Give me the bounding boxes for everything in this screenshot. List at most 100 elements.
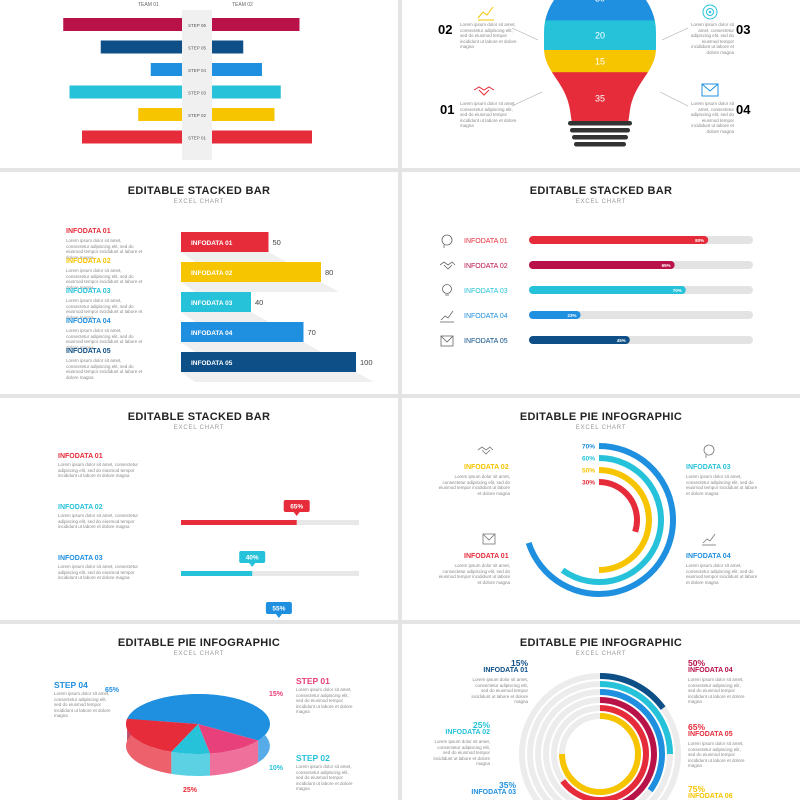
legend-label: INFODATA 05 xyxy=(66,348,111,355)
ring-percent: 35% xyxy=(498,780,516,790)
ring-text: Lorem ipsum dolor sit amet, consectetur … xyxy=(471,677,528,704)
bar-shadow xyxy=(181,282,339,292)
callout-03-number: 03 xyxy=(736,22,751,37)
legend-text: Lorem ipsum dolor sit amet, consectetur … xyxy=(66,298,143,320)
bar-fill xyxy=(529,336,630,344)
radial-arc xyxy=(598,467,652,573)
legend-label: INFODATA 02 xyxy=(66,258,111,265)
pie-slice xyxy=(198,724,259,754)
callout-text: Lorem ipsum dolor sit amet, consectetur … xyxy=(686,563,758,585)
bulb-band-value: 30 xyxy=(595,0,605,4)
slide-title: EDITABLE PIE INFOGRAPHIC xyxy=(117,637,281,649)
team-01-bar xyxy=(63,18,182,31)
team-02-bar xyxy=(212,40,244,54)
step-04-label: STEP 04 xyxy=(54,680,88,690)
slide-subtitle: EXCEL CHART xyxy=(575,651,627,657)
bar-category: INFODATA 03 xyxy=(464,288,508,295)
slide-title: EDITABLE STACKED BAR xyxy=(529,185,673,197)
slider-track xyxy=(181,571,359,576)
callout-02-text: Lorem ipsum dolor sit amet, consectetur … xyxy=(460,22,517,49)
bar-fill xyxy=(529,261,675,269)
ring-arc xyxy=(599,681,673,755)
bar-label: INFODATA 04 xyxy=(191,330,233,337)
legend-text: Lorem ipsum dolor sit amet, consectetur … xyxy=(66,358,143,380)
slide-title: EDITABLE STACKED BAR xyxy=(127,185,271,197)
step-02-label: STEP 02 xyxy=(296,753,330,763)
pie-percent: 25% xyxy=(183,787,198,794)
ring-label: INFODATA 05 xyxy=(688,731,733,738)
ring-percent: 50% xyxy=(688,658,706,668)
bar-percent: 23% xyxy=(568,313,577,318)
center-spine xyxy=(182,10,212,160)
slide-subtitle: EXCEL CHART xyxy=(173,199,225,205)
head-idea-icon xyxy=(441,234,453,248)
radial-arc xyxy=(598,479,640,533)
step-label: STEP 03 xyxy=(188,91,206,96)
bar-percent: 45% xyxy=(617,338,626,343)
slider-tag-pointer xyxy=(249,563,256,567)
bar-label: INFODATA 01 xyxy=(191,240,233,247)
ring-arc xyxy=(560,705,649,800)
ring-label: INFODATA 02 xyxy=(445,729,490,736)
slide-subtitle: EXCEL CHART xyxy=(575,199,627,205)
radial-arc xyxy=(525,443,676,597)
rings-chart xyxy=(519,673,681,800)
pie-slice xyxy=(171,724,210,754)
progress-bars: INFODATA 01 80% INFODATA 02 65% INFODATA 03 7… xyxy=(439,234,753,347)
callout-infodata-01: INFODATA 01 xyxy=(464,553,509,560)
legend-text: Lorem ipsum dolor sit amet, consectetur … xyxy=(66,328,143,350)
connector-line xyxy=(659,91,689,107)
slide-subtitle: EXCEL CHART xyxy=(173,425,225,431)
pie-infographic-slide-2: EDITABLE PIE INFOGRAPHIC EXCEL CHART 65%… xyxy=(0,624,398,800)
ring-label: INFODATA 01 xyxy=(483,667,528,674)
pie-percent: 65% xyxy=(105,687,120,694)
bar xyxy=(181,262,321,282)
pie-slice xyxy=(127,694,270,741)
callout-01-text: Lorem ipsum dolor sit amet, consectetur … xyxy=(460,101,517,128)
pie-3d-chart: 65% 15% 10% 25% xyxy=(105,687,284,794)
legend-label: INFODATA 03 xyxy=(58,555,103,562)
bar xyxy=(181,322,304,342)
bar-category: INFODATA 05 xyxy=(464,338,508,345)
team-01-bar xyxy=(100,40,182,54)
stacked-bar-slide-2: EDITABLE STACKED BAR EXCEL CHART INFODAT… xyxy=(402,172,800,394)
callout-03-text: Lorem ipsum dolor sit amet, consectetur … xyxy=(690,22,734,55)
callout-infodata-02: INFODATA 02 xyxy=(464,464,509,471)
team-01-label: TEAM 01 xyxy=(138,2,159,8)
bulb-base xyxy=(570,128,630,133)
step-label: STEP 02 xyxy=(188,113,206,118)
team-01-bar xyxy=(150,63,182,76)
ring-percent: 25% xyxy=(472,720,490,730)
slider-value: 55% xyxy=(272,606,285,613)
envelope-icon xyxy=(701,83,719,97)
pie-slice xyxy=(126,718,198,752)
pie-infographic-slide-3: EDITABLE PIE INFOGRAPHIC EXCEL CHART 15%… xyxy=(402,624,800,800)
chart-growth-icon xyxy=(477,6,494,21)
ring-label: INFODATA 03 xyxy=(471,789,516,796)
bar-category: INFODATA 02 xyxy=(464,263,508,270)
ring-label: INFODATA 04 xyxy=(688,667,733,674)
ring-arc xyxy=(559,713,641,795)
step-02-text: Lorem ipsum dolor sit amet, consectetur … xyxy=(296,764,353,791)
step-label: STEP 05 xyxy=(188,46,206,51)
slider-bars: 65% 40% 55% xyxy=(181,500,359,618)
slider-tag xyxy=(283,500,310,512)
ring-arc xyxy=(599,689,665,793)
bar-label: INFODATA 03 xyxy=(191,300,233,307)
bar-percent: 70% xyxy=(673,288,682,293)
legend-text: Lorem ipsum dolor sit amet, consectetur … xyxy=(58,513,139,529)
envelope-icon xyxy=(440,335,454,347)
bulb-band xyxy=(544,50,656,73)
bar-category: INFODATA 04 xyxy=(464,313,508,320)
slider-tag xyxy=(265,602,292,614)
team-02-bar xyxy=(212,18,300,31)
pie-percent: 15% xyxy=(269,691,284,698)
step-label: STEP 04 xyxy=(188,68,206,73)
slide-title: EDITABLE PIE INFOGRAPHIC xyxy=(519,411,683,423)
connector-line xyxy=(511,27,539,41)
bulb-band-value: 35 xyxy=(595,94,605,104)
bar-shadow xyxy=(181,312,269,322)
callout-04-text: Lorem ipsum dolor sit amet, consectetur … xyxy=(690,101,734,134)
pie-slice-side xyxy=(210,740,259,776)
bar-shadow xyxy=(181,342,322,352)
